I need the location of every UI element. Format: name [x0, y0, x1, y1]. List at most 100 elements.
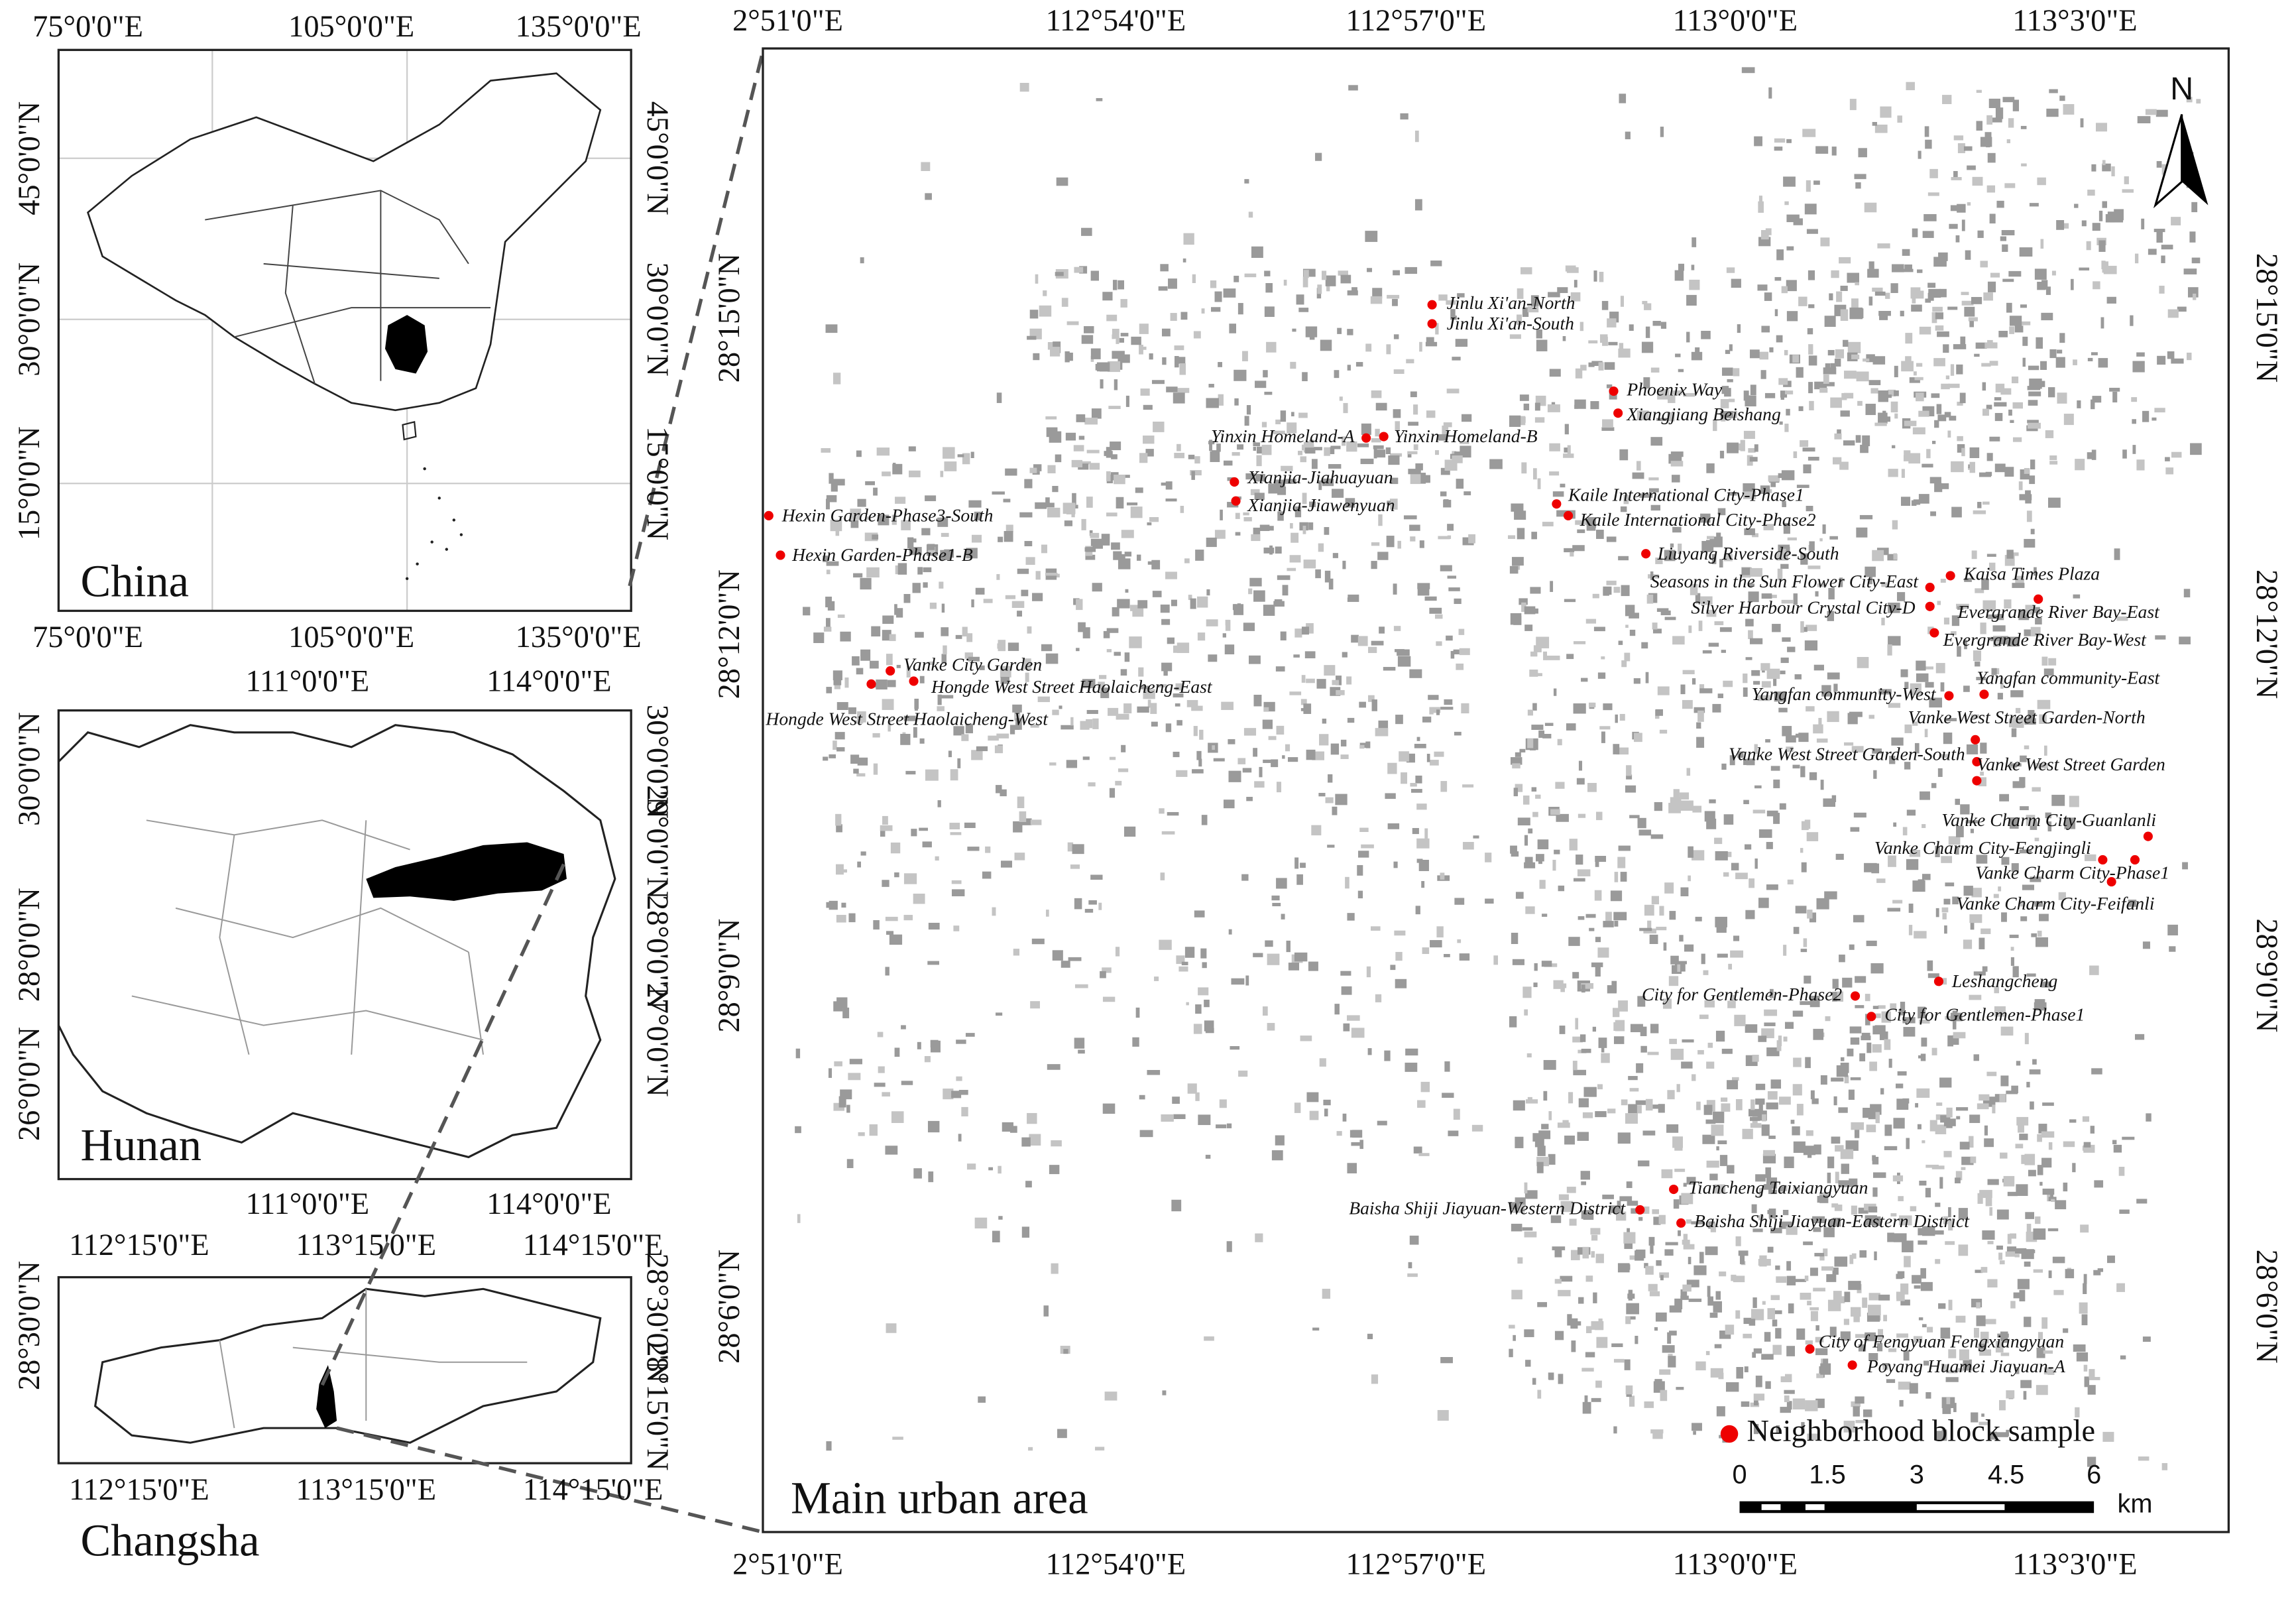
- building: [1948, 383, 1960, 388]
- building: [1765, 1381, 1771, 1389]
- building: [1800, 1001, 1813, 1005]
- building: [1147, 699, 1151, 708]
- building: [1935, 1259, 1941, 1264]
- building: [1437, 1409, 1449, 1421]
- building: [1216, 444, 1221, 452]
- building: [1558, 1194, 1569, 1201]
- building: [1524, 624, 1533, 631]
- building: [2012, 437, 2022, 442]
- building: [1784, 1390, 1795, 1394]
- building: [1849, 99, 1857, 111]
- building: [1691, 351, 1703, 361]
- building: [1084, 418, 1098, 425]
- building: [1700, 596, 1713, 605]
- sample-label: Vanke Charm City-Guanlanli: [1941, 809, 2156, 830]
- building: [1277, 511, 1284, 521]
- building: [1745, 1024, 1758, 1033]
- building: [2063, 104, 2075, 115]
- building: [1713, 1111, 1725, 1124]
- building: [2118, 1167, 2125, 1176]
- building: [1557, 1122, 1570, 1128]
- building: [1281, 465, 1293, 471]
- building: [1627, 1228, 1631, 1235]
- top-tick-label: 105°0'0"E: [288, 10, 414, 44]
- building: [992, 907, 996, 916]
- building: [1193, 726, 1198, 737]
- building: [1992, 625, 2006, 632]
- building: [1737, 324, 1741, 333]
- building: [1931, 1047, 1937, 1055]
- building: [1752, 533, 1759, 538]
- building: [1964, 577, 1972, 582]
- building: [2006, 636, 2020, 647]
- building: [1859, 514, 1873, 520]
- building: [1121, 530, 1134, 538]
- building: [1651, 896, 1660, 905]
- building: [1753, 1423, 1759, 1435]
- building: [1987, 614, 2000, 619]
- building: [919, 827, 928, 831]
- building: [1581, 1211, 1585, 1219]
- building: [1168, 278, 1177, 289]
- building: [1596, 530, 1604, 539]
- building: [1851, 746, 1864, 753]
- building: [1808, 270, 1815, 280]
- building: [1120, 554, 1125, 562]
- building: [1579, 1034, 1586, 1042]
- sample-label: Xiangjiang Beishang: [1626, 404, 1780, 424]
- building: [2102, 261, 2109, 273]
- building: [1030, 1001, 1040, 1009]
- building: [894, 872, 899, 878]
- building: [1408, 1262, 1412, 1269]
- building: [2024, 629, 2036, 636]
- building: [1721, 763, 1727, 770]
- building: [1933, 358, 1945, 367]
- building: [1840, 285, 1848, 291]
- building: [1919, 326, 1931, 335]
- building: [1938, 252, 1948, 261]
- building: [1650, 1429, 1664, 1434]
- building: [1569, 839, 1578, 851]
- building: [1521, 602, 1526, 612]
- building: [1324, 665, 1336, 676]
- building: [2128, 900, 2137, 907]
- building: [1801, 1422, 1805, 1434]
- building: [1025, 1181, 1032, 1188]
- building: [1511, 1289, 1522, 1299]
- sample-point: [1972, 756, 1982, 767]
- building: [1407, 454, 1412, 458]
- building: [1572, 1036, 1583, 1043]
- building: [1098, 675, 1107, 680]
- building: [1650, 1024, 1659, 1034]
- building: [1357, 636, 1368, 646]
- building: [1858, 148, 1867, 158]
- building: [1948, 1299, 1953, 1311]
- building: [1415, 775, 1422, 784]
- building: [1937, 768, 1943, 777]
- building: [1935, 663, 1945, 674]
- building: [1328, 578, 1334, 590]
- building: [975, 587, 985, 595]
- building: [2022, 336, 2028, 346]
- building: [1116, 337, 1119, 344]
- building: [1934, 483, 1943, 493]
- building: [1677, 964, 1681, 972]
- building: [1581, 1368, 1594, 1372]
- building: [842, 1007, 850, 1019]
- building: [1820, 237, 1830, 247]
- building: [1784, 349, 1788, 355]
- building: [1390, 477, 1399, 485]
- building: [1070, 717, 1074, 726]
- building: [1939, 288, 1947, 298]
- building: [1228, 929, 1232, 935]
- building: [2106, 296, 2116, 304]
- left-tick-label: 30°0'0"N: [13, 712, 46, 826]
- building: [2132, 445, 2136, 454]
- sample-label: Jinlu Xi'an-South: [1447, 313, 1574, 333]
- building: [1766, 668, 1780, 680]
- building: [1768, 1189, 1778, 1195]
- building: [1998, 331, 2008, 337]
- building: [1596, 811, 1603, 821]
- building: [1414, 199, 1422, 211]
- building: [1737, 751, 1744, 758]
